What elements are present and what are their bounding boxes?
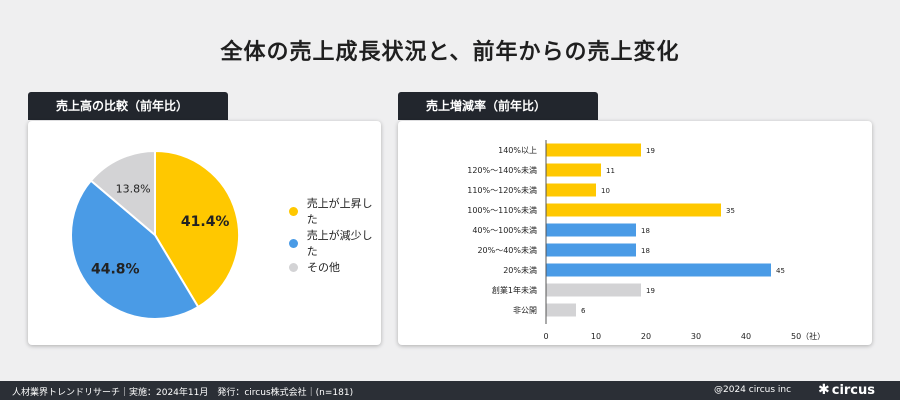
pie-slice-label-1: 44.8% (91, 262, 140, 278)
bar-category-label-2: 110%〜120%未満 (467, 185, 537, 195)
bar-category-label-1: 120%〜140%未満 (467, 165, 537, 175)
legend-swatch-down (289, 238, 298, 248)
pie-slice-2 (89, 149, 156, 238)
circus-logo-text: circus (831, 382, 876, 398)
bar-category-label-6: 20%未満 (503, 265, 537, 275)
x-tick-label-0: 0 (543, 332, 548, 341)
bar-6 (546, 263, 771, 277)
legend-swatch-up (289, 206, 298, 216)
bar-panel: 140%以上 19 120%〜140%未満 11 110%〜120%未満 10 100%〜1… (398, 121, 872, 345)
legend-label-up: 売上が上昇した (306, 197, 373, 226)
bar-value-label-6: 45 (776, 267, 785, 275)
bar-7 (546, 283, 641, 297)
x-tick-label-5: 50（社） (791, 331, 825, 341)
bar-category-label-8: 非公開 (513, 305, 537, 315)
bar-3 (546, 203, 721, 217)
bar-value-label-7: 19 (646, 287, 655, 295)
bar-category-label-5: 20%〜40%未満 (477, 245, 537, 255)
footer-copyright: @2024 circus inc (714, 385, 792, 395)
pie-slice-label-2: 13.8% (116, 183, 151, 196)
x-tick-label-2: 20 (641, 332, 651, 341)
x-tick-label-3: 30 (691, 332, 701, 341)
pie-panel-tab: 売上高の比較（前年比） (28, 92, 228, 120)
bar-1 (546, 163, 601, 177)
pie-panel: 41.4% 44.8% 13.8% 売上が上昇した 売上が減少した その他 (28, 121, 381, 345)
bar-8 (546, 303, 576, 317)
pie-slice-1 (70, 179, 200, 320)
circus-logo-icon: ✱ (818, 382, 830, 398)
bar-value-label-1: 11 (606, 167, 615, 175)
bar-panel-tab: 売上増減率（前年比） (398, 92, 598, 120)
bar-category-label-7: 創業1年未満 (492, 285, 537, 295)
pie-slice-0 (154, 149, 240, 309)
bar-value-label-5: 18 (641, 247, 650, 255)
bar-chart: 140%以上 19 120%〜140%未満 11 110%〜120%未満 10 100%〜1… (467, 140, 825, 341)
footer-source: 人材業界トレンドリサーチ｜実施：2024年11月 発行：circus株式会社｜(… (12, 388, 354, 398)
x-tick-label-1: 10 (591, 332, 601, 341)
bar-0 (546, 143, 641, 157)
bar-5 (546, 243, 636, 257)
x-tick-label-4: 40 (741, 332, 751, 341)
legend-item-up: 売上が上昇した (289, 195, 381, 227)
bar-category-label-0: 140%以上 (498, 146, 537, 155)
legend-item-down: 売上が減少した (289, 227, 381, 259)
circus-logo: ✱ circus (818, 382, 875, 398)
bar-category-label-4: 40%〜100%未満 (472, 225, 537, 235)
bar-value-label-8: 6 (581, 307, 586, 315)
page-title: 全体の売上成長状況と、前年からの売上変化 (220, 40, 680, 65)
bar-value-label-0: 19 (646, 147, 655, 155)
bar-value-label-4: 18 (641, 227, 650, 235)
footer: 人材業界トレンドリサーチ｜実施：2024年11月 発行：circus株式会社｜(… (0, 381, 900, 400)
legend-label-other: その他 (307, 261, 340, 274)
bar-value-label-3: 35 (726, 207, 735, 215)
bar-2 (546, 183, 596, 197)
bar-4 (546, 223, 636, 237)
legend-item-other: その他 (289, 259, 340, 275)
pie-chart: 41.4% 44.8% 13.8% (70, 149, 240, 320)
legend-swatch-other (289, 262, 298, 272)
bar-value-label-2: 10 (601, 187, 610, 195)
pie-slice-label-0: 41.4% (181, 214, 230, 230)
legend-label-down: 売上が減少した (306, 229, 373, 258)
bar-category-label-3: 100%〜110%未満 (467, 205, 537, 215)
